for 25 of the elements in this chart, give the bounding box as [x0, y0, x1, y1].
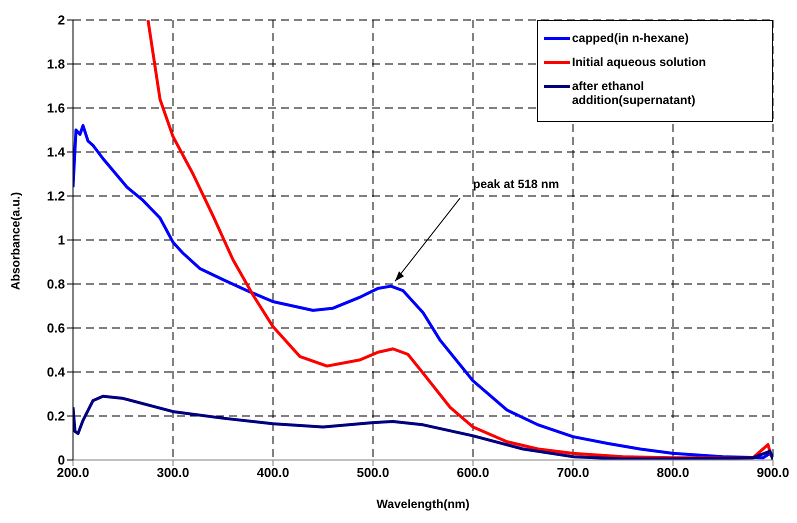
x-tick-label: 300.0 [156, 465, 190, 480]
y-tick-label: 0.6 [46, 320, 65, 336]
y-tick-label: 2 [58, 12, 65, 28]
x-tick-label: 900.0 [756, 465, 790, 480]
x-tick-label: 600.0 [456, 465, 490, 480]
x-axis-title: Wavelength(nm) [376, 497, 470, 511]
x-tick-label: 400.0 [256, 465, 290, 480]
y-axis-title: Absorbance(a.u.) [8, 192, 22, 290]
annotation: peak at 518 nm [473, 177, 560, 192]
y-tick-label: 1 [58, 232, 65, 248]
y-tick-label: 0 [58, 452, 65, 468]
y-tick-label: 0.2 [46, 408, 65, 424]
x-tick-label: 800.0 [656, 465, 690, 480]
legend-label: capped(in n-hexane) [572, 31, 689, 45]
y-tick-label: 0.8 [46, 276, 65, 292]
y-tick-label: 1.6 [46, 100, 65, 116]
y-tick-label: 1.8 [46, 56, 65, 72]
legend-label: Initial aqueous solution [572, 55, 706, 69]
y-tick-label: 0.4 [46, 364, 66, 380]
y-tick-label: 1.4 [46, 144, 66, 160]
x-tick-label: 700.0 [556, 465, 590, 480]
x-tick-label: 500.0 [356, 465, 390, 480]
y-tick-label: 1.2 [46, 188, 65, 204]
x-tick-label: 200.0 [56, 465, 90, 480]
legend-label: after ethanol addition(supernatant) [572, 79, 696, 107]
